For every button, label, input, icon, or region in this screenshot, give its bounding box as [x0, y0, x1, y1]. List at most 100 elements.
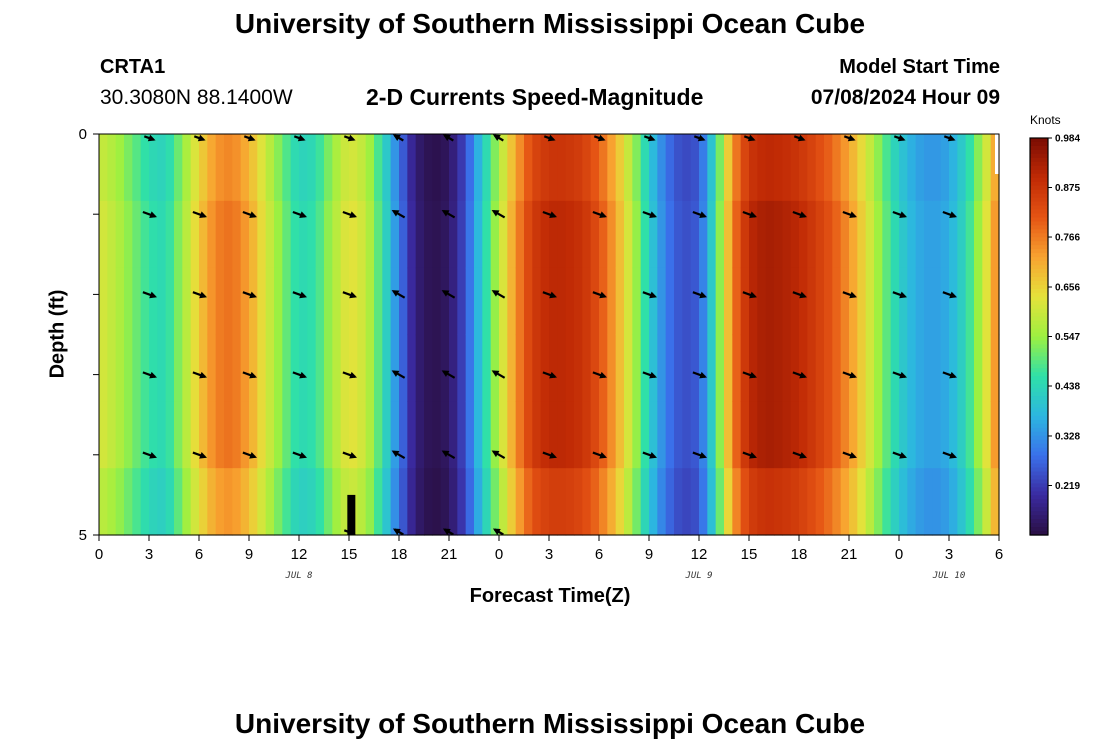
heatmap-cell: [632, 401, 642, 469]
heatmap-cell: [782, 134, 792, 202]
heatmap-cell: [582, 267, 592, 336]
heatmap-cell: [165, 334, 175, 402]
vector-head: [199, 291, 207, 299]
heatmap-cell: [357, 401, 367, 469]
heatmap-cell: [199, 134, 208, 202]
current-vector: [142, 210, 157, 219]
heatmap-cell: [124, 401, 133, 469]
current-vector: [242, 451, 257, 459]
heatmap-cell: [890, 134, 900, 202]
heatmap-cell: [299, 468, 308, 536]
vector-head: [297, 134, 306, 142]
heatmap-cell: [199, 267, 208, 336]
heatmap-cell: [599, 200, 608, 269]
heatmap-cell: [407, 134, 417, 202]
heatmap-cell: [782, 401, 792, 469]
heatmap-cell: [765, 200, 775, 269]
y-tick-label: 5: [79, 527, 87, 544]
heatmap-cell: [782, 468, 792, 536]
colorbar-band: [1030, 427, 1048, 433]
heatmap-cell: [824, 401, 833, 469]
heatmap-cell: [590, 468, 600, 536]
vector-head: [149, 291, 157, 299]
vector-head: [349, 452, 357, 459]
current-vector: [292, 371, 307, 379]
vector-head: [899, 211, 907, 219]
heatmap-cell: [982, 267, 992, 336]
heatmap-cell: [540, 334, 550, 402]
current-vector: [892, 371, 907, 379]
heatmap-cell: [824, 200, 833, 269]
heatmap-cell: [724, 134, 733, 202]
heatmap-cell: [449, 200, 458, 269]
heatmap-cell: [432, 468, 442, 536]
heatmap-cell: [457, 267, 467, 336]
heatmap-cell: [190, 468, 200, 536]
vector-head: [849, 371, 857, 379]
heatmap-cell: [149, 200, 158, 269]
heatmap-cell: [157, 200, 167, 269]
heatmap-cell: [540, 267, 550, 336]
heatmap-cell: [890, 200, 900, 269]
heatmap-cell: [107, 401, 117, 469]
colorbar-band: [1030, 439, 1048, 445]
x-tick-label: 9: [245, 546, 253, 563]
colorbar-band: [1030, 495, 1048, 500]
heatmap-cell: [232, 200, 242, 269]
current-vector: [942, 371, 957, 379]
heatmap-cell: [874, 134, 883, 202]
heatmap-cell: [915, 334, 925, 402]
heatmap-cell: [540, 200, 550, 269]
heatmap-cell: [424, 134, 433, 202]
heatmap-cell: [465, 334, 475, 402]
heatmap-cell: [249, 468, 258, 536]
heatmap-cell: [915, 267, 925, 336]
heatmap-cell: [182, 334, 192, 402]
heatmap-cell: [290, 334, 300, 402]
colorbar-tick-label: 0.547: [1055, 332, 1080, 343]
heatmap-cell: [549, 134, 558, 202]
current-vector: [842, 291, 857, 299]
heatmap-cell: [449, 468, 458, 536]
heatmap-cell: [790, 334, 800, 402]
heatmap-cell: [207, 334, 217, 402]
heatmap-cell: [699, 468, 708, 536]
heatmap-cell: [115, 134, 125, 202]
heatmap-cell: [232, 267, 242, 336]
x-axis-label: Forecast Time(Z): [469, 585, 631, 607]
heatmap-cell: [449, 134, 458, 202]
heatmap-cell: [615, 134, 625, 202]
heatmap-cell: [315, 334, 325, 402]
heatmap-cell: [899, 200, 908, 269]
heatmap-cell: [307, 468, 317, 536]
heatmap-cell: [674, 401, 683, 469]
vector-head: [147, 134, 156, 142]
heatmap-cell: [340, 267, 350, 336]
heatmap-cell: [824, 468, 833, 536]
vector-head: [491, 209, 500, 217]
heatmap-cell: [257, 200, 267, 269]
current-vector: [391, 209, 406, 219]
heatmap-cell: [399, 134, 408, 202]
current-vector-partial: [143, 134, 156, 142]
heatmap-cell: [565, 401, 575, 469]
heatmap-cell: [424, 200, 433, 269]
colorbar-band: [1030, 245, 1048, 250]
heatmap-cell: [899, 401, 908, 469]
heatmap-cell: [607, 468, 617, 536]
heatmap-cell: [474, 468, 483, 536]
vector-head: [649, 371, 657, 379]
heatmap-cell: [915, 134, 925, 202]
current-vector-partial: [442, 528, 454, 536]
heatmap-cell: [615, 401, 625, 469]
missing-data-strip: [995, 134, 999, 174]
x-tick-label: 15: [341, 546, 358, 563]
heatmap-cell: [582, 200, 592, 269]
colorbar-band: [1030, 499, 1048, 504]
heatmap-cell: [499, 334, 508, 402]
heatmap-cell: [324, 267, 333, 336]
vector-head: [199, 371, 207, 379]
vector-head: [299, 211, 307, 219]
heatmap-cell: [490, 200, 500, 269]
heatmap-cell: [615, 334, 625, 402]
